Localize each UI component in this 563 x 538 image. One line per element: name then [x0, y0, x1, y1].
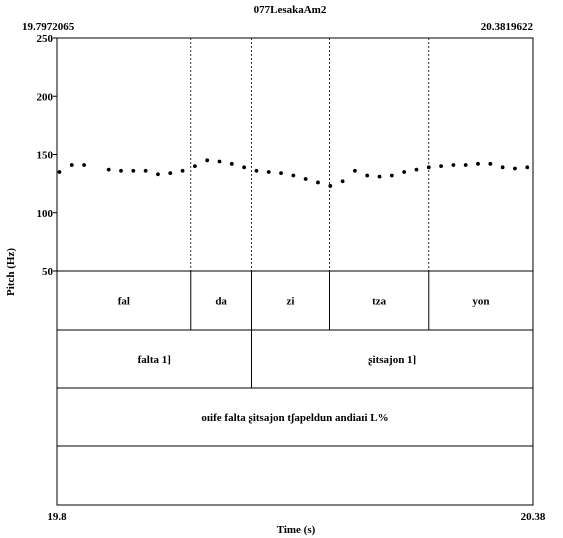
- pitch-point: [119, 168, 123, 173]
- y-tick-label: 50: [42, 266, 54, 278]
- pitch-point: [353, 168, 357, 173]
- pitch-point: [180, 168, 185, 173]
- pitch-point: [242, 165, 247, 170]
- pitch-point: [500, 165, 505, 170]
- tier-syllables-label: da: [215, 296, 227, 308]
- pitch-point: [389, 173, 394, 178]
- pitch-point: [463, 163, 468, 167]
- pitch-point: [402, 170, 407, 174]
- tier-syllables-label: tza: [372, 296, 387, 308]
- pitch-point: [279, 171, 283, 176]
- pitch-point: [266, 170, 271, 174]
- pitch-point: [414, 167, 419, 172]
- pitch-point: [205, 158, 210, 163]
- tier-words-label: ʂitsajon 1]: [368, 354, 416, 366]
- tier-syllables-label: fal: [118, 296, 130, 308]
- pitch-point: [57, 170, 62, 174]
- tier-syllables-label: zi: [287, 296, 295, 308]
- time-start-label: 19.7972065: [22, 21, 75, 33]
- pitch-point: [488, 161, 493, 166]
- pitch-point: [229, 161, 234, 166]
- tier-words-label: falta 1]: [138, 354, 171, 366]
- y-tick-label: 150: [37, 150, 54, 162]
- tier-phrase-label: oɪife falta ʂitsajon tʃapeldun andiaɪi L…: [201, 412, 388, 424]
- pitch-point: [451, 163, 456, 167]
- pitch-point: [340, 179, 345, 184]
- y-tick-label: 100: [37, 208, 54, 220]
- pitch-point: [69, 163, 74, 167]
- pitch-point: [476, 161, 480, 166]
- pitch-point: [192, 164, 197, 169]
- time-end-label: 20.3819622: [481, 21, 534, 33]
- y-axis-label: Pitch (Hz): [5, 248, 17, 296]
- chart-title: 077LesakaAm2: [254, 4, 327, 16]
- x-tick-label-end: 20.38: [521, 511, 546, 523]
- pitch-point: [426, 165, 431, 170]
- pitch-point: [439, 164, 443, 169]
- tier-syllables-label: yon: [472, 296, 489, 308]
- pitch-point: [328, 184, 333, 188]
- x-axis-label: Time (s): [277, 524, 316, 536]
- pitch-point: [106, 167, 111, 172]
- pitch-point: [156, 172, 160, 177]
- pitch-point: [377, 174, 382, 179]
- x-tick-label-start: 19.8: [47, 511, 67, 523]
- y-tick-label: 250: [37, 33, 54, 45]
- pitch-point: [291, 173, 296, 178]
- pitch-point: [316, 180, 320, 185]
- pitch-point: [217, 159, 222, 164]
- pitch-point: [525, 165, 530, 170]
- plot-frame: [56, 37, 534, 506]
- pitch-point: [168, 171, 173, 176]
- pitch-point: [82, 163, 86, 167]
- pitch-point: [513, 166, 517, 171]
- pitch-point: [143, 168, 148, 173]
- pitch-point: [254, 168, 259, 173]
- pitch-point: [131, 168, 136, 173]
- y-tick-label: 200: [37, 91, 54, 103]
- pitch-point: [365, 173, 370, 178]
- pitch-point: [303, 177, 308, 181]
